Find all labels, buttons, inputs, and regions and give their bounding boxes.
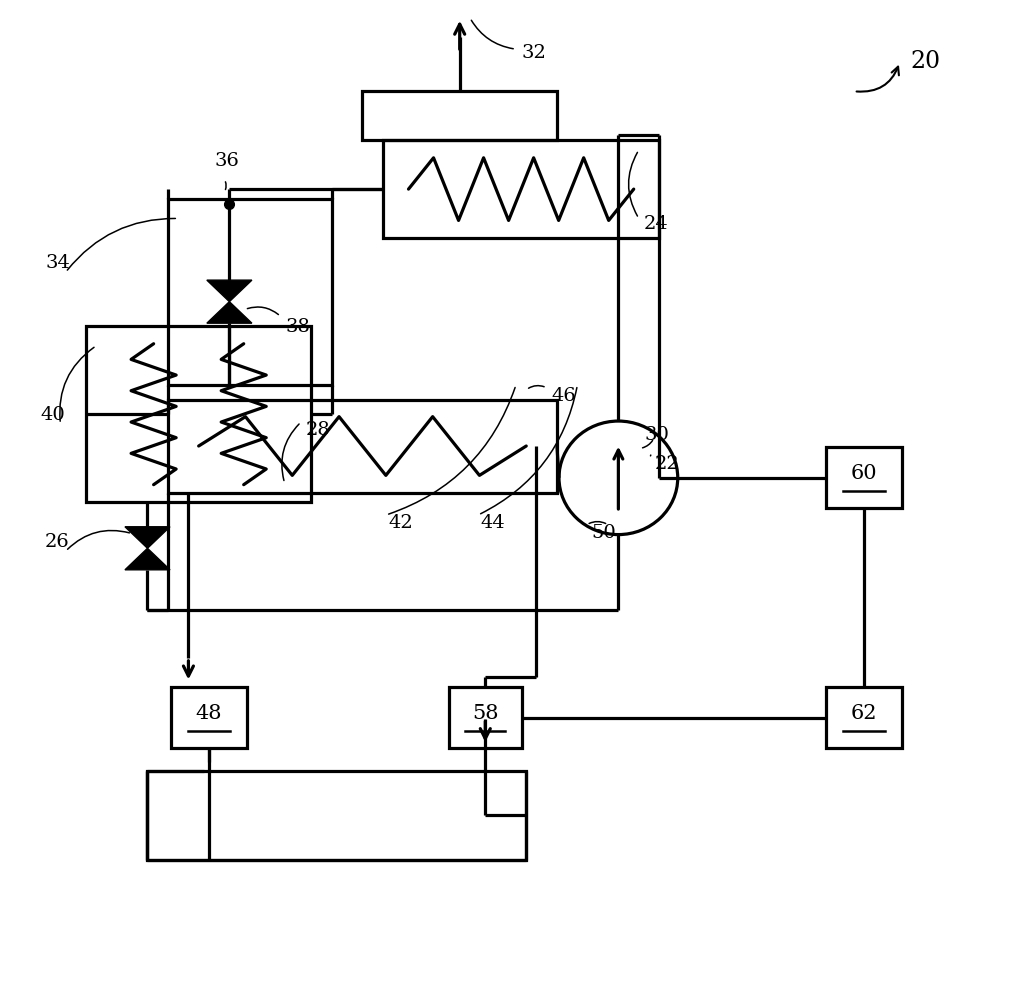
Text: 22: 22	[654, 455, 679, 472]
FancyArrowPatch shape	[389, 388, 515, 515]
Text: 24: 24	[644, 215, 669, 233]
Polygon shape	[125, 549, 170, 570]
FancyArrowPatch shape	[643, 441, 652, 449]
Bar	[168, 200, 331, 386]
Text: 46: 46	[552, 387, 577, 404]
Bar	[170, 687, 248, 748]
Text: 26: 26	[45, 532, 70, 551]
FancyArrowPatch shape	[67, 219, 175, 271]
Text: 50: 50	[591, 523, 616, 541]
FancyArrowPatch shape	[248, 308, 279, 316]
Bar	[148, 772, 526, 860]
Text: 32: 32	[521, 44, 546, 62]
Polygon shape	[206, 281, 252, 303]
FancyArrowPatch shape	[589, 522, 606, 524]
Text: 44: 44	[480, 514, 505, 531]
Bar	[449, 687, 522, 748]
FancyArrowPatch shape	[528, 387, 544, 388]
Bar	[86, 326, 312, 503]
FancyArrowPatch shape	[628, 153, 638, 217]
Text: 36: 36	[214, 152, 238, 170]
FancyArrowPatch shape	[60, 348, 94, 422]
Text: 34: 34	[45, 254, 70, 272]
Polygon shape	[206, 303, 252, 323]
Bar	[383, 141, 659, 239]
FancyArrowPatch shape	[67, 530, 129, 550]
Bar	[362, 92, 557, 141]
FancyArrowPatch shape	[282, 425, 299, 481]
FancyArrowPatch shape	[481, 388, 577, 515]
Bar	[826, 687, 902, 748]
Text: 20: 20	[910, 49, 940, 73]
Text: 42: 42	[388, 514, 413, 531]
Text: 38: 38	[286, 317, 311, 335]
Text: 58: 58	[472, 703, 498, 723]
Bar	[826, 448, 902, 509]
Text: 62: 62	[850, 703, 877, 723]
Text: 48: 48	[196, 703, 222, 723]
Polygon shape	[125, 528, 170, 549]
Text: 60: 60	[850, 464, 877, 483]
Text: 30: 30	[645, 425, 670, 444]
FancyArrowPatch shape	[857, 68, 899, 93]
Text: 28: 28	[307, 420, 331, 439]
FancyArrowPatch shape	[472, 22, 513, 49]
Bar	[168, 400, 557, 493]
Text: 40: 40	[40, 405, 65, 424]
